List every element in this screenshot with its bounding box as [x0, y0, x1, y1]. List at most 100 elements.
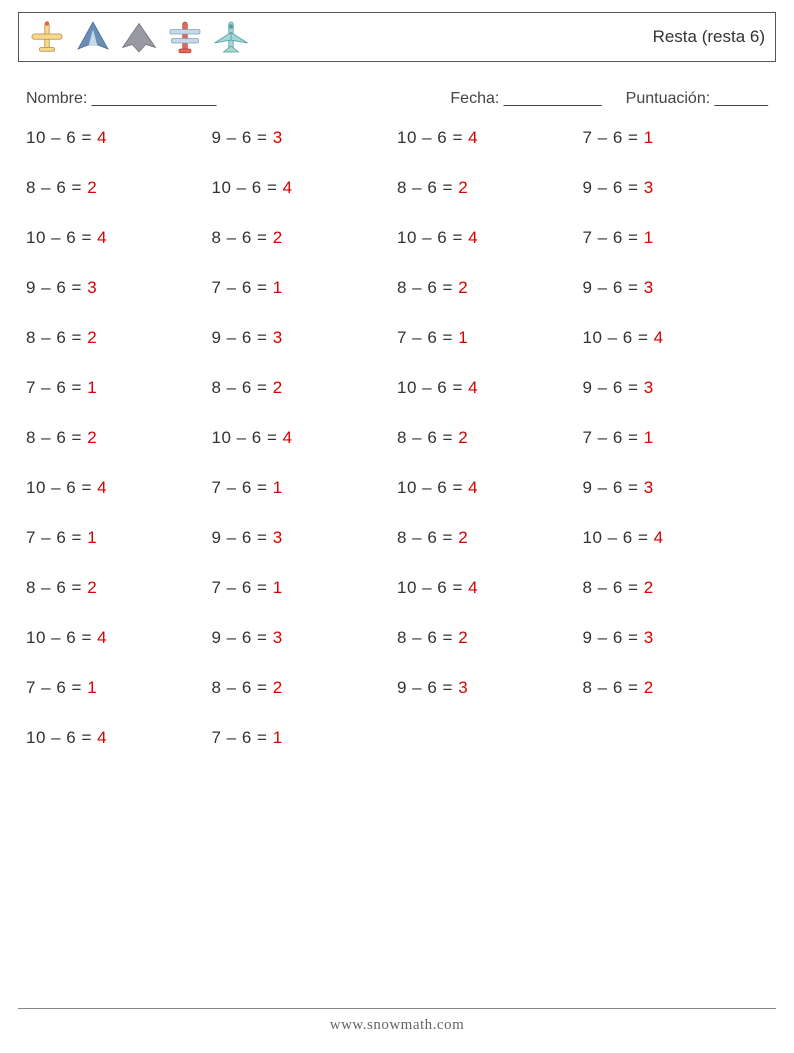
problem-cell: 8 – 6 = 2: [397, 628, 583, 648]
answer-value: 3: [644, 378, 654, 397]
problem-cell: 10 – 6 = 4: [583, 528, 769, 548]
answer-value: 2: [458, 278, 468, 297]
answer-value: 2: [644, 678, 654, 697]
answer-value: 4: [468, 578, 478, 597]
problem-cell: 8 – 6 = 2: [212, 678, 398, 698]
answer-value: 4: [97, 478, 107, 497]
worksheet-page: Resta (resta 6) Nombre: ______________ F…: [0, 0, 794, 1046]
answer-value: 1: [273, 478, 283, 497]
answer-value: 1: [458, 328, 468, 347]
problem-cell: 7 – 6 = 1: [583, 228, 769, 248]
problem-cell: 10 – 6 = 4: [212, 178, 398, 198]
date-field-label: Fecha: ___________: [450, 90, 601, 108]
answer-value: 3: [644, 628, 654, 647]
answer-value: 2: [458, 428, 468, 447]
problem-cell: 8 – 6 = 2: [26, 178, 212, 198]
problem-cell: 8 – 6 = 2: [26, 328, 212, 348]
answer-value: 2: [87, 328, 97, 347]
problem-cell: 7 – 6 = 1: [212, 578, 398, 598]
problem-cell: 10 – 6 = 4: [26, 478, 212, 498]
footer-divider: [18, 1008, 776, 1009]
answer-value: 1: [87, 528, 97, 547]
problem-row: 10 – 6 = 47 – 6 = 1: [26, 728, 768, 748]
problem-cell: 9 – 6 = 3: [583, 178, 769, 198]
answer-value: 3: [644, 278, 654, 297]
problem-cell: 7 – 6 = 1: [26, 678, 212, 698]
answer-value: 1: [644, 228, 654, 247]
problem-row: 7 – 6 = 18 – 6 = 210 – 6 = 49 – 6 = 3: [26, 378, 768, 398]
plane-biplane-red-icon: [167, 19, 203, 55]
problem-cell: 8 – 6 = 2: [26, 428, 212, 448]
problem-row: 8 – 6 = 210 – 6 = 48 – 6 = 27 – 6 = 1: [26, 428, 768, 448]
answer-value: 4: [283, 428, 293, 447]
problem-cell: 8 – 6 = 2: [397, 178, 583, 198]
problem-cell: 10 – 6 = 4: [397, 578, 583, 598]
problem-row: 10 – 6 = 48 – 6 = 210 – 6 = 47 – 6 = 1: [26, 228, 768, 248]
problem-cell: 8 – 6 = 2: [583, 578, 769, 598]
problem-cell: 9 – 6 = 3: [212, 128, 398, 148]
problem-cell: 7 – 6 = 1: [26, 378, 212, 398]
answer-value: 2: [458, 178, 468, 197]
name-field-label: Nombre: ______________: [26, 90, 216, 108]
answer-value: 4: [654, 528, 664, 547]
problem-cell: 7 – 6 = 1: [212, 728, 398, 748]
problem-cell: 9 – 6 = 3: [583, 378, 769, 398]
plane-delta-blue-icon: [75, 19, 111, 55]
answer-value: 1: [644, 128, 654, 147]
worksheet-title: Resta (resta 6): [653, 27, 765, 47]
problem-cell: 10 – 6 = 4: [397, 128, 583, 148]
problem-cell: 9 – 6 = 3: [583, 278, 769, 298]
problem-cell: 7 – 6 = 1: [583, 428, 769, 448]
answer-value: 4: [654, 328, 664, 347]
problem-cell: 8 – 6 = 2: [212, 378, 398, 398]
answer-value: 4: [97, 228, 107, 247]
problem-cell: 10 – 6 = 4: [397, 378, 583, 398]
problem-row: 8 – 6 = 210 – 6 = 48 – 6 = 29 – 6 = 3: [26, 178, 768, 198]
problem-cell: 9 – 6 = 3: [26, 278, 212, 298]
problem-cell: 8 – 6 = 2: [212, 228, 398, 248]
problem-row: 7 – 6 = 19 – 6 = 38 – 6 = 210 – 6 = 4: [26, 528, 768, 548]
problem-cell: 8 – 6 = 2: [397, 278, 583, 298]
problem-cell: 8 – 6 = 2: [397, 528, 583, 548]
answer-value: 2: [87, 428, 97, 447]
answer-value: 2: [458, 628, 468, 647]
answer-value: 2: [87, 178, 97, 197]
problems-grid: 10 – 6 = 49 – 6 = 310 – 6 = 47 – 6 = 18 …: [18, 128, 776, 748]
problem-cell: 10 – 6 = 4: [26, 628, 212, 648]
answer-value: 3: [273, 628, 283, 647]
answer-value: 3: [87, 278, 97, 297]
answer-value: 1: [644, 428, 654, 447]
score-field-label: Puntuación: ______: [626, 90, 768, 108]
answer-value: 4: [97, 728, 107, 747]
answer-value: 2: [87, 578, 97, 597]
answer-value: 3: [273, 128, 283, 147]
problem-cell: 10 – 6 = 4: [26, 128, 212, 148]
header-box: Resta (resta 6): [18, 12, 776, 62]
answer-value: 1: [87, 678, 97, 697]
problem-row: 10 – 6 = 49 – 6 = 38 – 6 = 29 – 6 = 3: [26, 628, 768, 648]
answer-value: 1: [273, 578, 283, 597]
problem-cell: 9 – 6 = 3: [397, 678, 583, 698]
answer-value: 2: [644, 578, 654, 597]
problem-cell: 10 – 6 = 4: [583, 328, 769, 348]
problem-cell: 10 – 6 = 4: [26, 228, 212, 248]
plane-top-yellow-icon: [29, 19, 65, 55]
problem-cell: 7 – 6 = 1: [583, 128, 769, 148]
problem-cell: 8 – 6 = 2: [397, 428, 583, 448]
problem-cell: 9 – 6 = 3: [212, 628, 398, 648]
problem-cell: 8 – 6 = 2: [583, 678, 769, 698]
answer-value: 3: [273, 528, 283, 547]
problem-cell: 8 – 6 = 2: [26, 578, 212, 598]
info-fields-row: Nombre: ______________ Fecha: __________…: [26, 90, 768, 108]
answer-value: 1: [273, 278, 283, 297]
plane-stealth-grey-icon: [121, 19, 157, 55]
answer-value: 4: [97, 628, 107, 647]
problem-cell: 7 – 6 = 1: [212, 278, 398, 298]
problem-row: 9 – 6 = 37 – 6 = 18 – 6 = 29 – 6 = 3: [26, 278, 768, 298]
problem-row: 8 – 6 = 29 – 6 = 37 – 6 = 110 – 6 = 4: [26, 328, 768, 348]
problem-cell: 10 – 6 = 4: [397, 228, 583, 248]
problem-cell: 9 – 6 = 3: [212, 528, 398, 548]
answer-value: 4: [468, 228, 478, 247]
answer-value: 3: [644, 478, 654, 497]
answer-value: 4: [468, 378, 478, 397]
